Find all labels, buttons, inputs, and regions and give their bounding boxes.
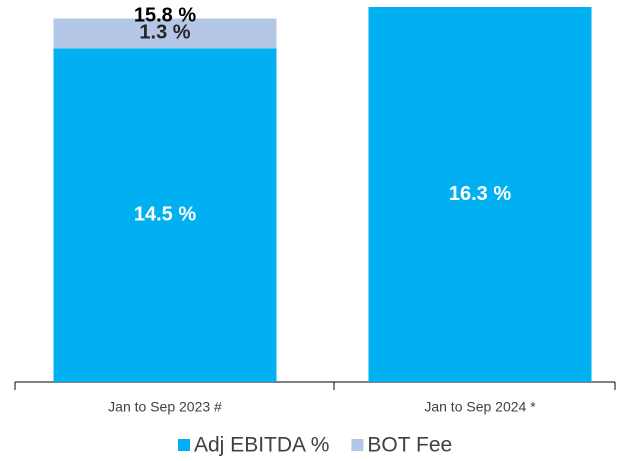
total-label: 15.8 % [134,4,196,26]
legend-label: BOT Fee [367,434,452,457]
legend-label: Adj EBITDA % [194,434,329,457]
legend-swatch [178,439,190,451]
legend-swatch [351,439,364,451]
bar-segment [53,48,277,382]
bar-segment [53,18,277,49]
data-label: 1.3 % [139,22,190,44]
x-tick-label: Jan to Sep 2024 * [424,399,536,415]
data-label: 16.3 % [449,183,511,205]
bar-segment [368,7,592,382]
x-tick-label: Jan to Sep 2023 # [108,399,222,415]
data-label: 14.5 % [134,203,196,225]
